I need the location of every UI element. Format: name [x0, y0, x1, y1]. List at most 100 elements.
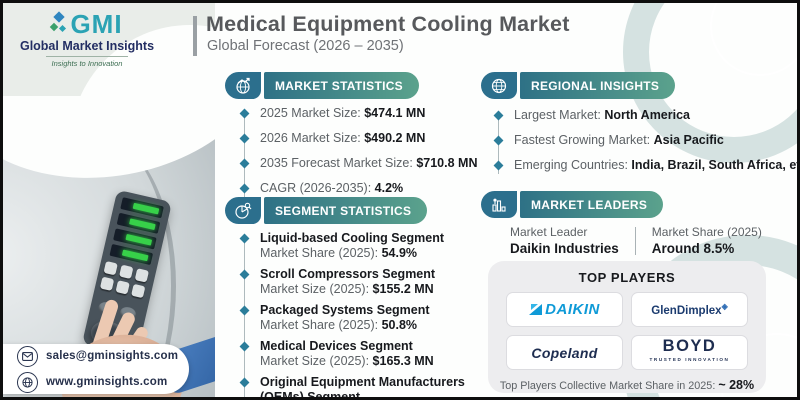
- section-title: REGIONAL INSIGHTS: [520, 72, 676, 99]
- item-value: $474.1 MN: [364, 106, 426, 120]
- contact-website-row[interactable]: www.gminsights.com: [17, 371, 189, 393]
- list-item: Emerging Countries: India, Brazil, South…: [495, 158, 800, 173]
- left-panel: GMI Global Market Insights Insights to I…: [3, 3, 215, 397]
- item-label: 2035 Forecast Market Size:: [260, 156, 417, 170]
- page-title: Medical Equipment Cooling Market: [206, 12, 570, 36]
- collective-share-value: ~ 28%: [718, 378, 755, 392]
- list-item: Fastest Growing Market: Asia Pacific: [495, 133, 797, 148]
- item-value: India, Brazil, South Africa, etc.: [631, 158, 800, 172]
- contact-email-row[interactable]: sales@gminsights.com: [17, 345, 189, 367]
- section-header-segment-statistics: SEGMENT STATISTICS: [225, 197, 428, 224]
- section-title: MARKET STATISTICS: [264, 72, 419, 99]
- market-leader-column: Market Leader Daikin Industries: [510, 225, 619, 257]
- share-label: Market Share (2025): [651, 225, 762, 239]
- market-share-column: Market Share (2025) Around 8.5%: [652, 225, 762, 257]
- segment-name: Packaged Systems Segment: [260, 303, 430, 317]
- segment-name: Scroll Compressors Segment: [260, 267, 436, 281]
- segment-name: Liquid-based Cooling Segment: [260, 231, 445, 245]
- logo-card-daikin: DAIKIN: [506, 292, 623, 327]
- segment-item: Scroll Compressors Segment Market Size (…: [241, 267, 470, 297]
- section-title: MARKET LEADERS: [520, 191, 664, 218]
- item-label: CAGR (2026-2035):: [260, 181, 375, 195]
- list-item: 2026 Market Size: $490.2 MN: [241, 131, 477, 146]
- segment-item: Liquid-based Cooling Segment Market Shar…: [241, 231, 470, 261]
- gmi-logo-text: GMI: [70, 9, 123, 39]
- logo-area: GMI Global Market Insights Insights to I…: [3, 3, 215, 265]
- globe-icon: [17, 371, 38, 393]
- boyd-logo-subtext: TRUSTED INNOVATION: [649, 356, 730, 362]
- item-label: Market Size (2025):: [260, 281, 373, 296]
- leader-label: Market Leader: [510, 225, 588, 239]
- segment-item: Medical Devices Segment Market Size (202…: [241, 339, 470, 369]
- segment-item: Original Equipment Manufacturers (OEMs) …: [241, 375, 470, 400]
- section-header-market-leaders: MARKET LEADERS: [481, 191, 664, 218]
- logo-card-copeland: Copeland: [506, 335, 623, 370]
- top-players-grid: DAIKIN GlenDimplex◈ Copeland BOYD TRUSTE…: [503, 292, 751, 370]
- top-players-box: TOP PLAYERS DAIKIN GlenDimplex◈ Copeland…: [488, 261, 766, 393]
- boyd-logo-text: BOYD: [662, 336, 717, 355]
- item-label: 2025 Market Size:: [260, 106, 365, 120]
- list-item: Largest Market: North America: [495, 108, 797, 123]
- machine-keypad: [99, 261, 153, 299]
- item-label: Market Size (2025):: [260, 353, 373, 368]
- segment-statistics-icon: [225, 197, 261, 224]
- item-label: Fastest Growing Market:: [514, 133, 654, 147]
- logo-card-glendimplex: GlenDimplex◈: [631, 292, 748, 327]
- item-value: 4.2%: [374, 181, 404, 195]
- market-leaders-icon: [481, 191, 517, 218]
- email-icon: [17, 345, 38, 367]
- item-label: Market Share (2025):: [260, 317, 382, 332]
- item-label: 2026 Market Size:: [260, 131, 365, 145]
- item-value: Asia Pacific: [653, 133, 724, 147]
- item-value: 50.8%: [381, 317, 418, 332]
- item-value: 54.9%: [381, 245, 418, 260]
- regional-insights-list: Largest Market: North America Fastest Gr…: [495, 108, 800, 183]
- top-players-title: TOP PLAYERS: [578, 270, 676, 285]
- item-value: $710.8 MN: [416, 156, 478, 170]
- collective-share-line: Top Players Collective Market Share in 2…: [500, 378, 754, 392]
- logo-card-boyd: BOYD TRUSTED INNOVATION: [631, 335, 748, 370]
- gmi-tagline: Insights to Innovation: [45, 56, 129, 68]
- copeland-logo-text: Copeland: [531, 344, 598, 361]
- daikin-mark-icon: [529, 304, 543, 315]
- segment-item: Packaged Systems Segment Market Share (2…: [241, 303, 470, 333]
- segment-statistics-list: Liquid-based Cooling Segment Market Shar…: [241, 231, 470, 400]
- share-value: Around 8.5%: [651, 241, 735, 256]
- item-value: $490.2 MN: [364, 131, 426, 145]
- list-item: 2025 Market Size: $474.1 MN: [241, 106, 477, 121]
- daikin-logo-text: DAIKIN: [545, 301, 600, 318]
- gmi-company-name: Global Market Insights: [19, 39, 155, 53]
- segment-name: Original Equipment Manufacturers (OEMs) …: [260, 375, 465, 400]
- section-header-regional-insights: REGIONAL INSIGHTS: [481, 72, 676, 99]
- decor-ring-top-right-inner: [710, 3, 797, 76]
- list-item: 2035 Forecast Market Size: $710.8 MN: [241, 156, 477, 171]
- gmi-diamonds-icon: [50, 11, 67, 37]
- machine-seam: [21, 136, 176, 397]
- title-accent-bar: [193, 16, 197, 56]
- contact-card: sales@gminsights.com www.gminsights.com: [3, 344, 189, 394]
- section-title: SEGMENT STATISTICS: [264, 197, 428, 224]
- page-subtitle: Global Forecast (2026 – 2035): [207, 38, 404, 54]
- glendimplex-logo-text: GlenDimplex: [651, 304, 722, 317]
- gmi-logo: GMI Global Market Insights Insights to I…: [17, 11, 157, 71]
- item-label: Largest Market:: [514, 108, 605, 122]
- item-value: $165.3 MN: [372, 353, 434, 368]
- section-header-market-statistics: MARKET STATISTICS: [225, 72, 419, 99]
- segment-name: Medical Devices Segment: [260, 339, 413, 353]
- leader-value: Daikin Industries: [510, 241, 619, 256]
- column-divider: [634, 227, 636, 255]
- market-statistics-list: 2025 Market Size: $474.1 MN 2026 Market …: [241, 106, 477, 206]
- contact-website: www.gminsights.com: [46, 376, 168, 388]
- item-value: North America: [604, 108, 690, 122]
- contact-email: sales@gminsights.com: [46, 350, 179, 362]
- item-label: Market Share (2025):: [260, 245, 382, 260]
- market-leader-columns: Market Leader Daikin Industries Market S…: [510, 225, 762, 257]
- item-value: $155.2 MN: [372, 281, 434, 296]
- market-statistics-icon: [225, 72, 261, 99]
- item-label: Emerging Countries:: [514, 158, 632, 172]
- collective-share-label: Top Players Collective Market Share in 2…: [499, 380, 719, 392]
- regional-insights-icon: [481, 72, 517, 99]
- glendimplex-mark-icon: ◈: [721, 302, 728, 312]
- list-item: CAGR (2026-2035): 4.2%: [241, 181, 477, 196]
